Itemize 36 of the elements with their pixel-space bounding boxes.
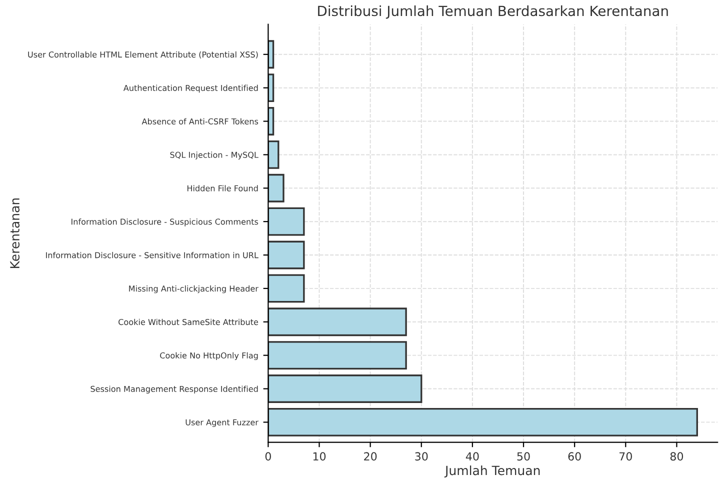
x-tick-label: 20 — [364, 452, 377, 461]
y-axis-title: Kerentanan — [10, 198, 20, 268]
bar — [268, 240, 305, 270]
x-tick-label: 60 — [568, 452, 581, 461]
bar — [268, 40, 274, 69]
bar — [268, 408, 698, 436]
x-tick-label: 30 — [415, 452, 428, 461]
y-tick-label: Information Disclosure - Sensitive Information in URL — [46, 252, 258, 258]
y-tick-label: SQL Injection - MySQL — [170, 152, 258, 160]
bar — [268, 274, 305, 303]
y-tick-label: Authentication Request Identified — [123, 84, 258, 93]
y-tick-label: Hidden File Found — [187, 185, 258, 192]
y-tick-label: Cookie No HttpOnly Flag — [160, 352, 258, 360]
y-tick-label: User Controllable HTML Element Attribute (Potential XSS) — [28, 51, 258, 59]
x-tick-label: 10 — [313, 452, 326, 461]
x-tick-label: 50 — [517, 452, 530, 461]
bar — [268, 308, 407, 336]
bar — [268, 374, 422, 403]
y-tick-label: Cookie Without SameSite Attribute — [118, 318, 258, 326]
chart-title: Distribusi Jumlah Temuan Berdasarkan Kerentanan — [318, 5, 668, 19]
bar — [268, 207, 305, 236]
x-axis-title: Jumlah Temuan — [444, 466, 540, 478]
bar — [268, 341, 407, 370]
x-tick-label: 70 — [619, 452, 632, 461]
bar — [268, 74, 274, 102]
bar — [268, 107, 274, 136]
y-tick-label: Information Disclosure - Suspicious Comments — [72, 218, 258, 226]
bar — [268, 174, 284, 202]
y-tick-label: Missing Anti-clickjacking Header — [129, 285, 258, 294]
bar — [268, 140, 280, 169]
x-tick-label: 40 — [466, 452, 479, 461]
x-tick-label: 80 — [670, 452, 684, 461]
y-tick-label: Absence of Anti-CSRF Tokens — [142, 118, 258, 124]
y-tick-label: User Agent Fuzzer — [186, 419, 258, 427]
y-tick-label: Session Management Response Identified — [90, 386, 258, 394]
x-tick-label: 0 — [265, 452, 271, 461]
